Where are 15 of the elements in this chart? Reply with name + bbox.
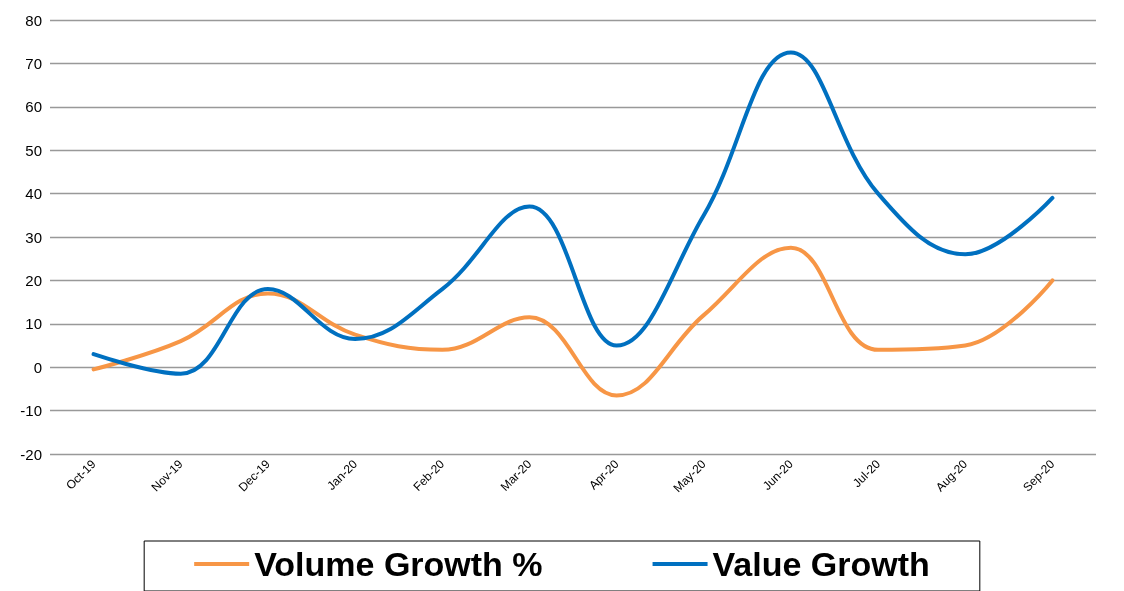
y-tick-label: 40 — [25, 185, 42, 203]
line-series — [91, 50, 1055, 376]
y-tick-label: 50 — [25, 141, 42, 159]
y-tick-label: 80 — [25, 11, 42, 29]
y-tick-label: 30 — [25, 228, 42, 246]
y-tick-label: 70 — [25, 54, 42, 72]
y-tick-label: 20 — [25, 271, 42, 289]
y-tick-label: 60 — [25, 98, 42, 116]
legend-label: Volume Growth % — [254, 545, 543, 583]
y-tick-label: -10 — [20, 402, 42, 420]
legend-label: Value Growth — [712, 545, 930, 583]
y-tick-label: 10 — [25, 315, 42, 333]
y-tick-label: -20 — [20, 445, 42, 463]
line-series — [91, 245, 1055, 398]
y-tick-label: 0 — [33, 358, 42, 376]
